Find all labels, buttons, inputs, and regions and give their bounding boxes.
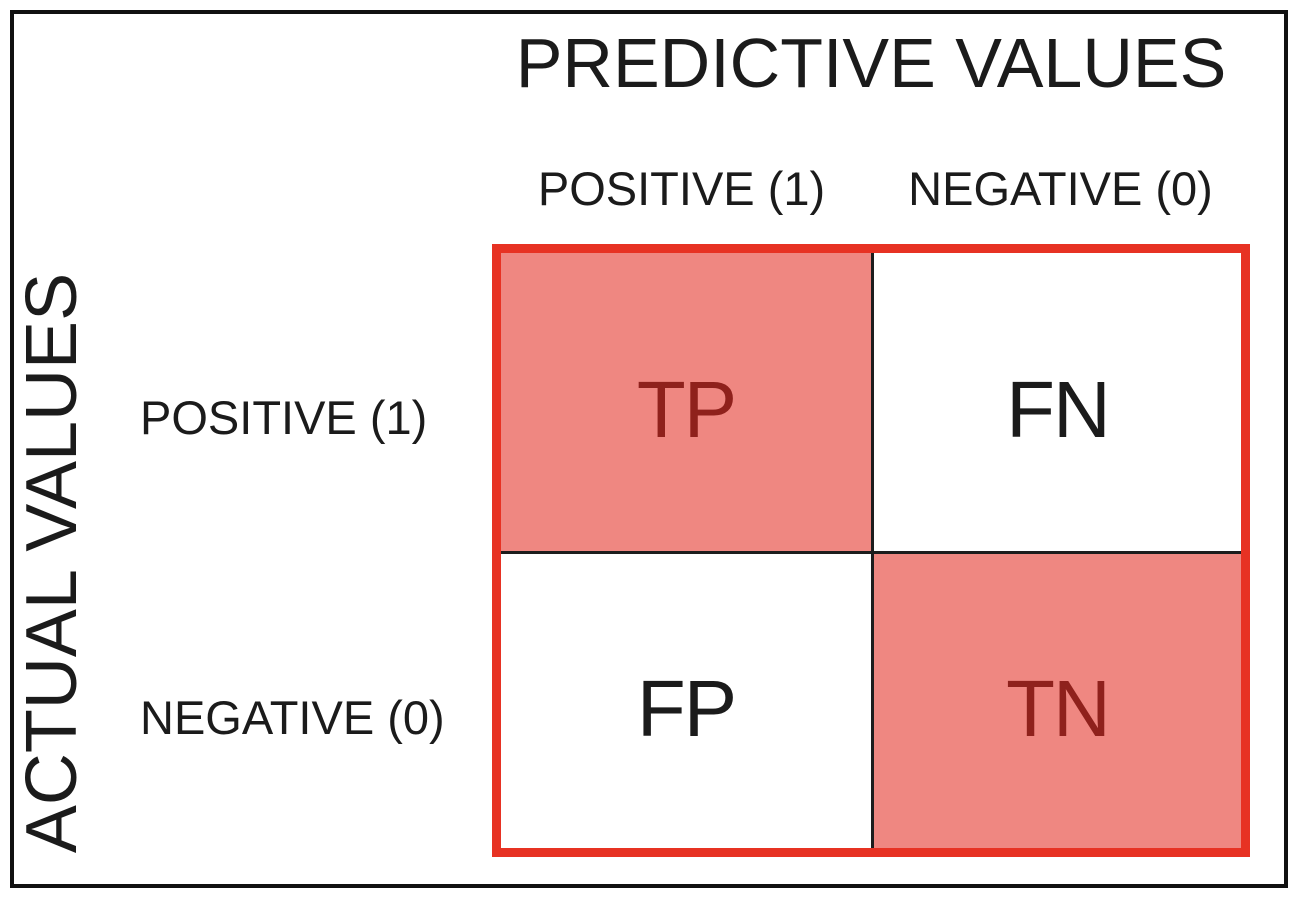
outer-frame bbox=[10, 10, 1288, 888]
column-header-negative: NEGATIVE (0) bbox=[908, 162, 1213, 215]
actual-axis-title: ACTUAL VALUES bbox=[12, 272, 92, 854]
cell-true-negative: TN bbox=[871, 550, 1241, 848]
cell-true-positive: TP bbox=[501, 253, 871, 551]
predicted-axis-title: PREDICTIVE VALUES bbox=[515, 24, 1227, 102]
row-header-positive: POSITIVE (1) bbox=[140, 391, 428, 444]
cell-false-negative: FN bbox=[871, 253, 1241, 551]
confusion-matrix-grid: TP FN FP TN bbox=[492, 244, 1250, 857]
row-header-negative: NEGATIVE (0) bbox=[140, 691, 445, 744]
column-header-row: POSITIVE (1) NEGATIVE (0) bbox=[492, 163, 1250, 215]
cell-false-positive: FP bbox=[501, 550, 871, 848]
column-header-positive: POSITIVE (1) bbox=[537, 162, 826, 215]
